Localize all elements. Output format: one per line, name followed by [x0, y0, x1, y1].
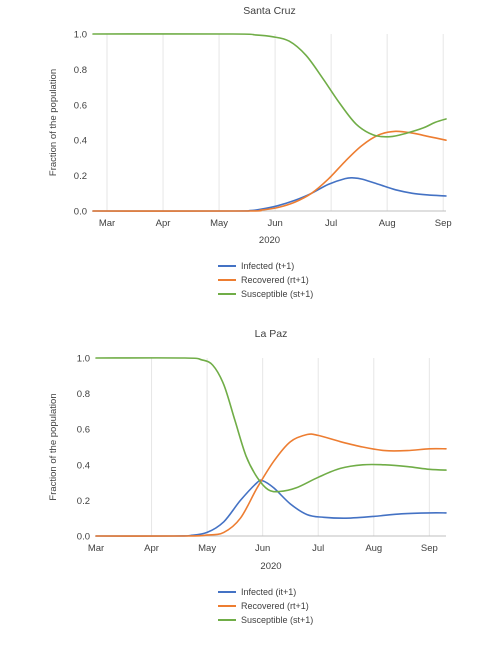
x-tick-label: Apr	[156, 218, 171, 229]
y-tick-label: 1.0	[74, 30, 87, 41]
y-tick-label: 0.4	[77, 460, 90, 471]
legend-entry: Recovered (rt+1)	[241, 601, 309, 611]
series-line-3	[95, 357, 447, 493]
x-tick-label: May	[210, 218, 228, 229]
x-tick-label: Aug	[365, 543, 382, 554]
series-line-1	[95, 479, 447, 537]
x-tick-label: Apr	[144, 543, 159, 554]
chart-title: Santa Cruz	[243, 5, 296, 17]
x-tick-label: Jun	[267, 218, 282, 229]
x-tick-label: Aug	[379, 218, 396, 229]
x-axis-label: 2020	[259, 235, 280, 246]
x-axis-label: 2020	[260, 561, 281, 572]
y-tick-label: 0.2	[74, 171, 87, 182]
x-tick-label: Jul	[325, 218, 337, 229]
x-tick-label: Jul	[312, 543, 324, 554]
legend-entry: Infected (t+1)	[241, 261, 294, 271]
series-line-3	[92, 33, 447, 138]
chart-title: La Paz	[255, 328, 288, 340]
y-tick-label: 0.6	[77, 425, 90, 436]
legend-entry: Susceptible (st+1)	[241, 615, 313, 625]
x-tick-label: Mar	[99, 218, 115, 229]
y-tick-label: 0.6	[74, 100, 87, 111]
y-tick-label: 0.8	[77, 389, 90, 400]
legend: Infected (it+1) Recovered (rt+1) Susceptib…	[218, 587, 313, 625]
y-tick-label: 0.8	[74, 65, 87, 76]
series-line-2	[92, 130, 447, 212]
x-tick-label: May	[198, 543, 216, 554]
series-line-1	[92, 176, 447, 212]
legend: Infected (t+1) Recovered (rt+1) Susceptibl…	[218, 261, 313, 299]
legend-entry: Recovered (rt+1)	[241, 275, 309, 285]
y-tick-label: 1.0	[77, 354, 90, 365]
y-axis-label: Fraction of the population	[48, 393, 59, 500]
chart-panel-1: Santa Cruz 0.0 0.2 0.4 0.6 0.8 1.0 Mar Apr May Jun…	[48, 5, 452, 299]
chart-panel-2: La Paz 0.0 0.2 0.4 0.6 0.8 1.0 Mar Apr May Jun Jul A…	[48, 328, 447, 625]
x-tick-label: Mar	[88, 543, 104, 554]
x-tick-label: Sep	[421, 543, 438, 554]
x-tick-label: Sep	[435, 218, 452, 229]
y-tick-label: 0.4	[74, 136, 87, 147]
y-axis-label: Fraction of the population	[48, 69, 59, 176]
y-tick-label: 0.0	[77, 532, 90, 543]
series-line-2	[95, 433, 447, 537]
x-tick-label: Jun	[255, 543, 270, 554]
legend-entry: Susceptible (st+1)	[241, 289, 313, 299]
y-tick-label: 0.0	[74, 207, 87, 218]
legend-entry: Infected (it+1)	[241, 587, 296, 597]
y-tick-label: 0.2	[77, 496, 90, 507]
